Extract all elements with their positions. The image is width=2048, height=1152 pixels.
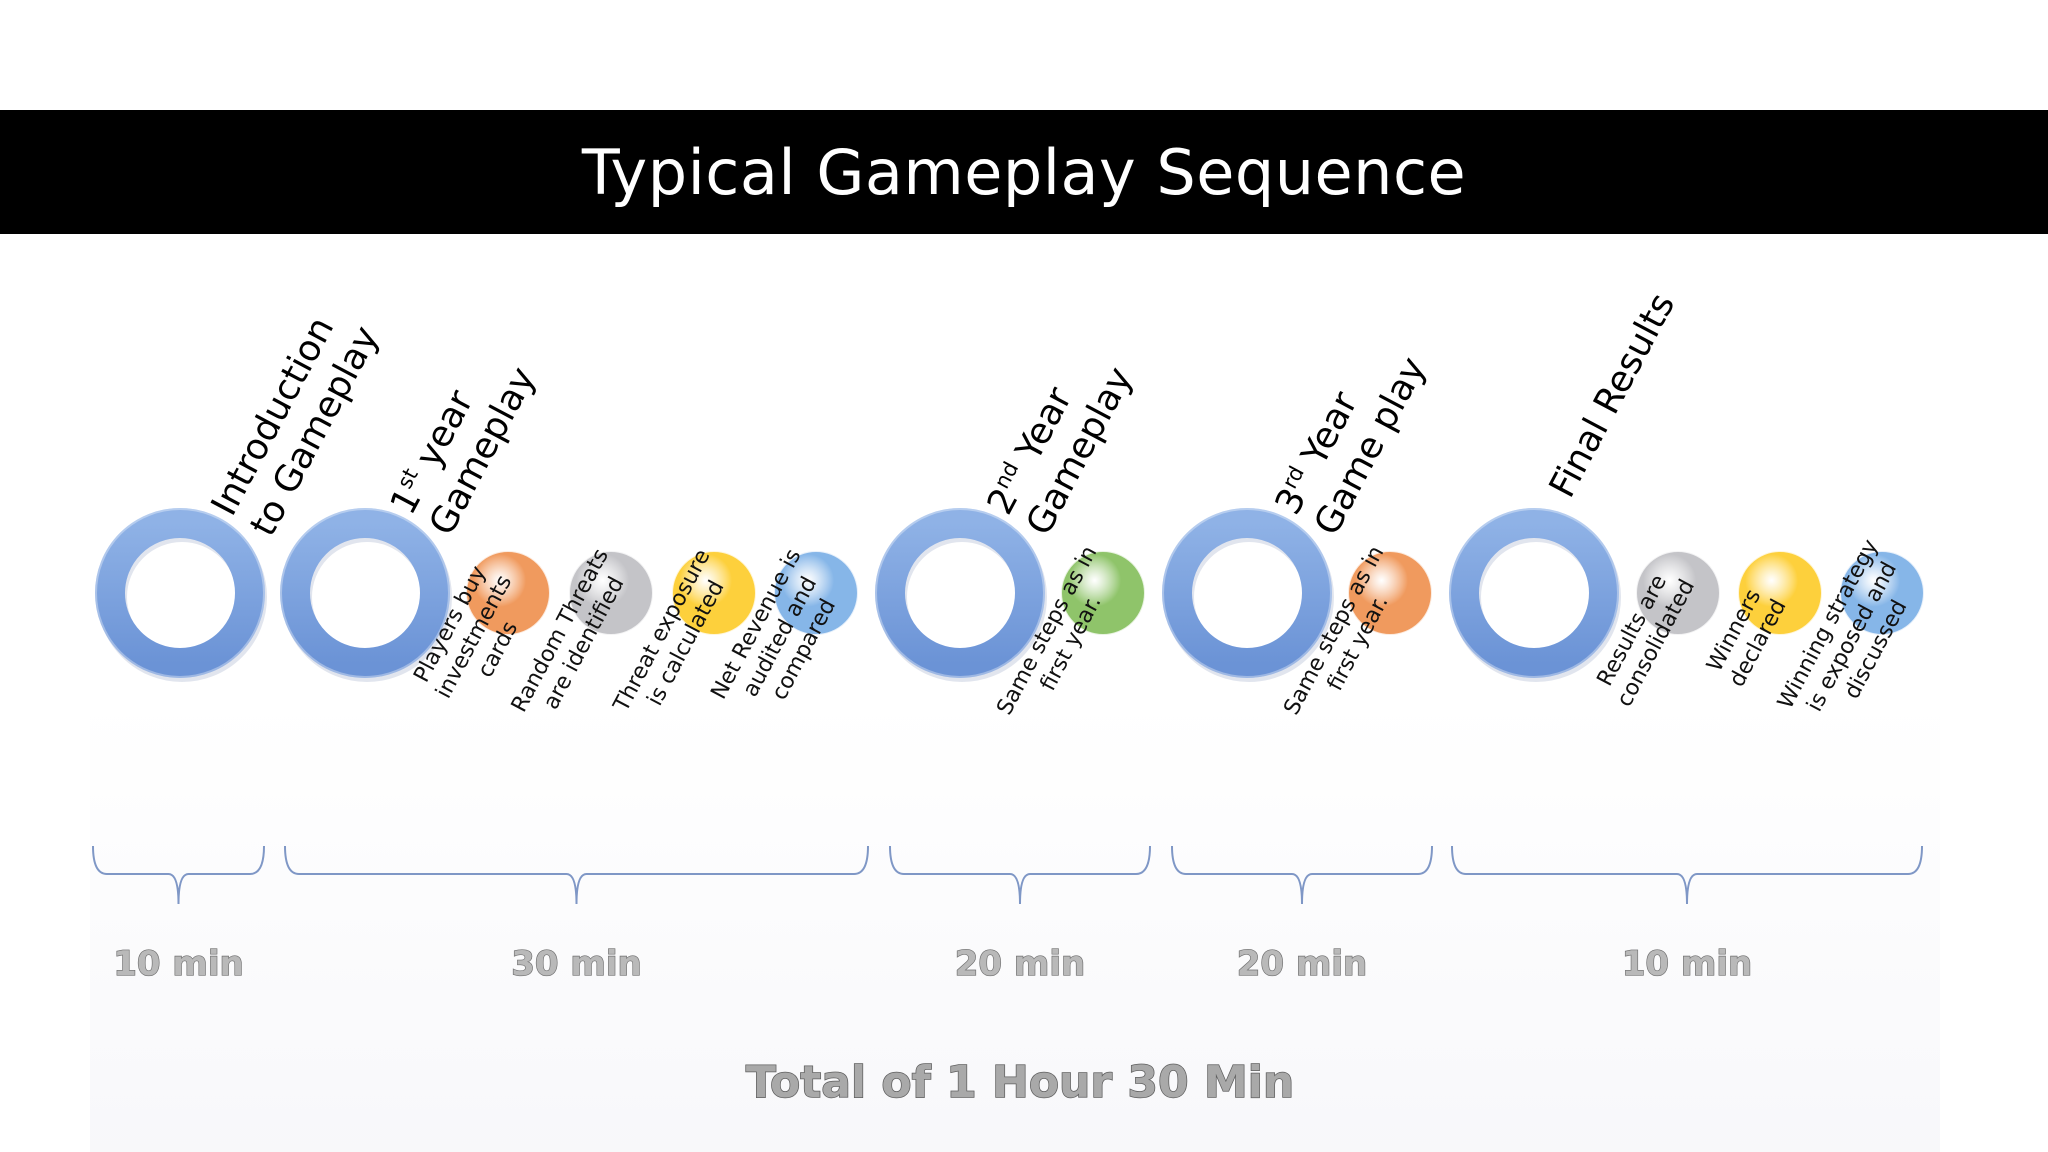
stage-ring: [875, 508, 1047, 682]
duration-label: 30 min: [511, 944, 641, 984]
duration-brace: [1171, 845, 1433, 905]
stage-label: Introductionto Gameplay: [204, 299, 387, 543]
stage-ring: [1449, 508, 1621, 682]
duration-brace: [1451, 845, 1923, 905]
stage-label: 2nd YearGameplay: [979, 340, 1141, 542]
stage-ring: [280, 508, 452, 682]
page-title: Typical Gameplay Sequence: [581, 135, 1467, 209]
floor-reflection: [90, 700, 1940, 1152]
duration-label: 20 min: [1237, 944, 1367, 984]
duration-brace: [92, 845, 265, 905]
step-ball: [465, 550, 551, 636]
duration-label: 20 min: [955, 944, 1085, 984]
stage-ring: [1162, 508, 1334, 682]
step-ball: [1060, 550, 1146, 636]
total-duration-label: Total of 1 Hour 30 Min: [746, 1057, 1294, 1108]
stage-label: 3rd YearGame play: [1267, 329, 1434, 541]
step-ball: [773, 550, 859, 636]
duration-brace: [284, 845, 869, 905]
title-bar: Typical Gameplay Sequence: [0, 110, 2048, 234]
duration-label: 10 min: [113, 944, 243, 984]
duration-label: 10 min: [1622, 944, 1752, 984]
stage-label: 1st yearGameplay: [382, 340, 544, 542]
stage-label: Final Results: [1542, 287, 1684, 504]
step-label: Winning strategyis exposed anddiscussed: [1773, 535, 1931, 738]
step-ball: [671, 550, 757, 636]
step-ball: [1347, 550, 1433, 636]
step-ball: [1839, 550, 1925, 636]
duration-brace: [889, 845, 1151, 905]
stage-ring: [95, 508, 267, 682]
step-ball: [1737, 550, 1823, 636]
step-ball: [1635, 550, 1721, 636]
step-ball: [568, 550, 654, 636]
